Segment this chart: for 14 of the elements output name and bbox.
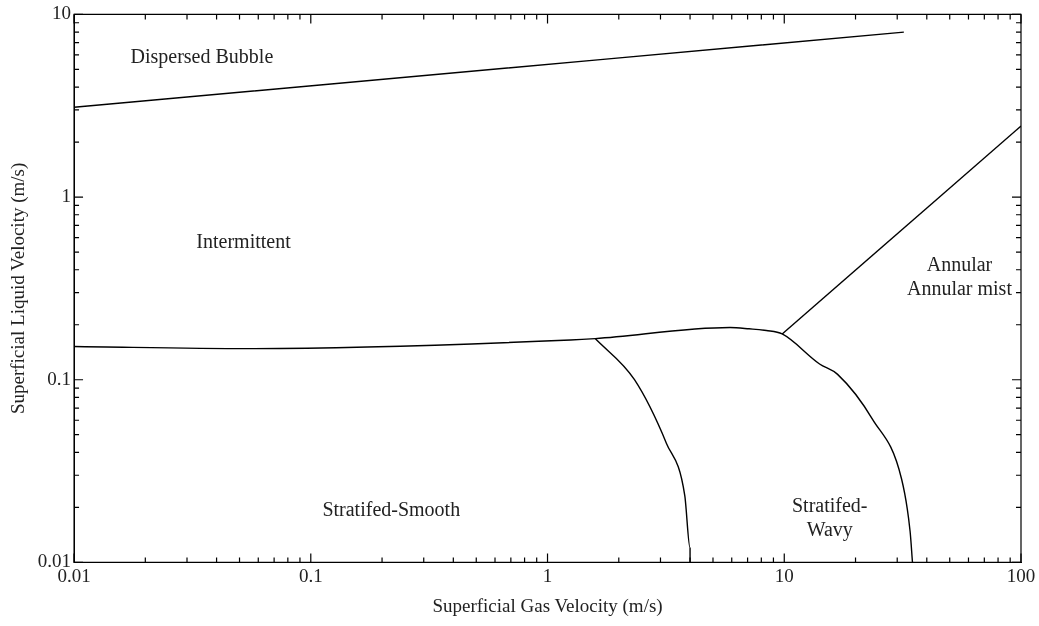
x-axis-title: Superficial Gas Velocity (m/s): [432, 594, 663, 617]
annotation: Stratifed-Smooth: [322, 497, 461, 520]
x-tick-label: 10: [774, 564, 794, 586]
y-tick-label: 10: [52, 2, 72, 24]
annotation: Stratifed- Wavy: [791, 493, 868, 541]
x-tick-label: 1: [542, 564, 553, 586]
annotation: Dispersed Bubble: [130, 44, 274, 68]
annotation: Intermittent: [196, 230, 292, 253]
y-tick-label: 0.1: [47, 367, 72, 389]
y-tick-label: 1: [61, 185, 72, 207]
x-tick-label: 0.1: [298, 564, 323, 586]
y-axis-title: Superficial Liquid Velocity (m/s): [7, 162, 30, 415]
annotation: Annular Annular mist: [906, 253, 1013, 300]
x-tick-label: 100: [1006, 564, 1036, 586]
